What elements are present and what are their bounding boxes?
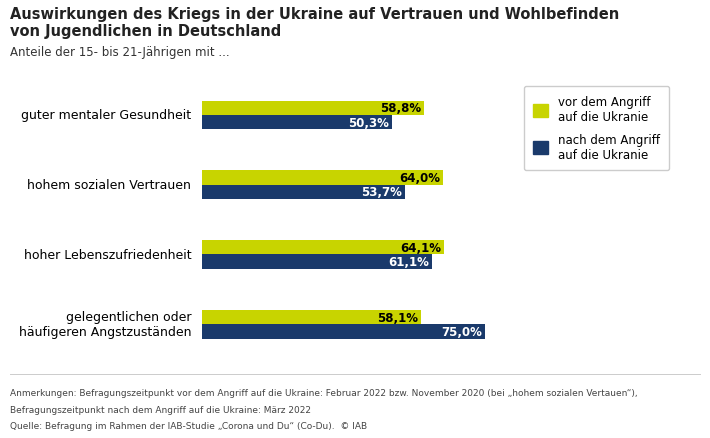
Text: 58,8%: 58,8% bbox=[380, 102, 421, 115]
Bar bbox=[202, 255, 432, 269]
Bar bbox=[202, 185, 405, 200]
Bar bbox=[202, 325, 485, 339]
Text: 58,1%: 58,1% bbox=[377, 311, 418, 324]
Text: 75,0%: 75,0% bbox=[441, 325, 482, 338]
Text: Anmerkungen: Befragungszeitpunkt vor dem Angriff auf die Ukraine: Februar 2022 b: Anmerkungen: Befragungszeitpunkt vor dem… bbox=[10, 388, 638, 397]
Text: 61,1%: 61,1% bbox=[388, 256, 430, 268]
Text: Auswirkungen des Kriegs in der Ukraine auf Vertrauen und Wohlbefinden: Auswirkungen des Kriegs in der Ukraine a… bbox=[10, 7, 619, 21]
Text: von Jugendlichen in Deutschland: von Jugendlichen in Deutschland bbox=[10, 24, 281, 39]
Legend: vor dem Angriff
auf die Ukranie, nach dem Angriff
auf die Ukranie: vor dem Angriff auf die Ukranie, nach de… bbox=[523, 87, 670, 171]
Bar bbox=[202, 310, 421, 325]
Text: Befragungszeitpunkt nach dem Angriff auf die Ukraine: März 2022: Befragungszeitpunkt nach dem Angriff auf… bbox=[10, 405, 311, 414]
Bar bbox=[202, 240, 444, 255]
Text: 64,1%: 64,1% bbox=[400, 241, 441, 254]
Bar bbox=[202, 101, 424, 116]
Text: 53,7%: 53,7% bbox=[361, 186, 402, 199]
Text: Anteile der 15- bis 21-Jährigen mit ...: Anteile der 15- bis 21-Jährigen mit ... bbox=[10, 46, 229, 59]
Bar bbox=[202, 171, 444, 185]
Bar bbox=[202, 116, 392, 130]
Text: 64,0%: 64,0% bbox=[400, 172, 440, 184]
Text: 50,3%: 50,3% bbox=[348, 117, 389, 129]
Text: Quelle: Befragung im Rahmen der IAB-Studie „Corona und Du“ (Co-Du).  © IAB: Quelle: Befragung im Rahmen der IAB-Stud… bbox=[10, 421, 367, 431]
